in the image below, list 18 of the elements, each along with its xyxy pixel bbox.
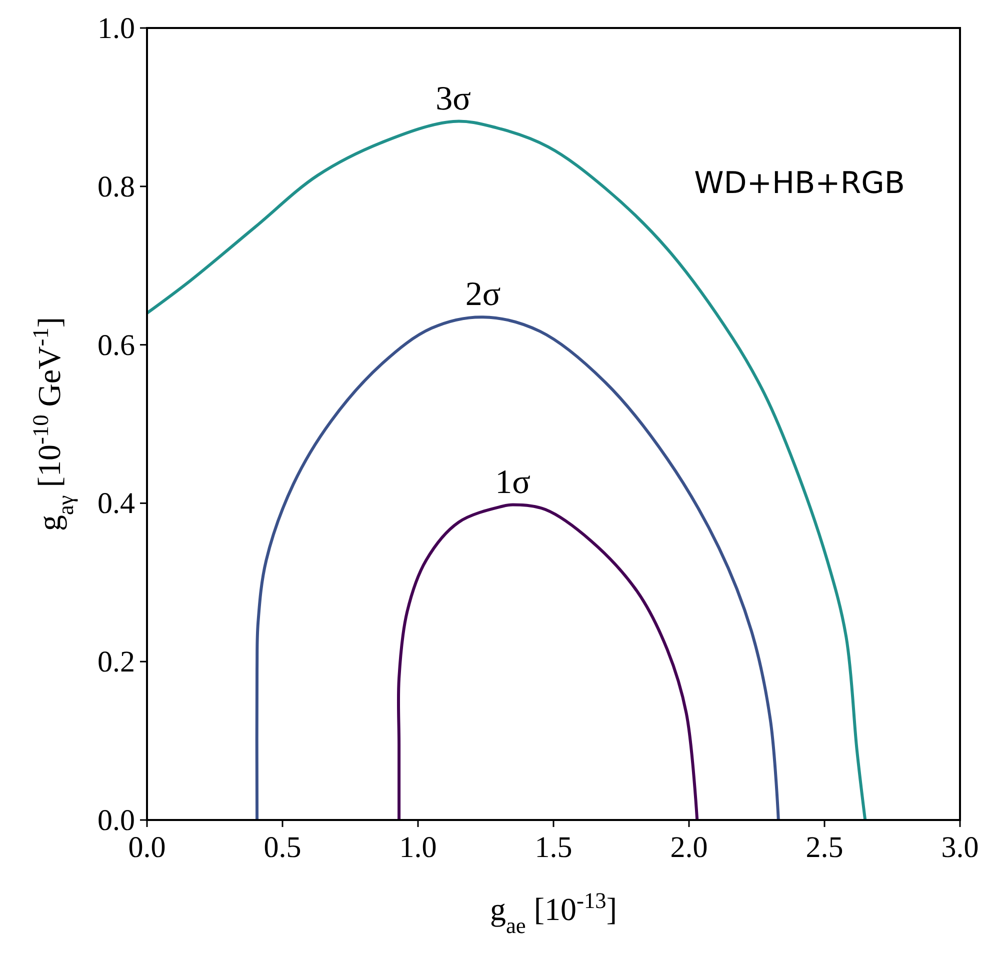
y-tick-label: 1.0 [98,12,135,45]
series-label: 1σ [495,464,531,501]
annotation: WD+HB+RGB [694,166,905,201]
x-tick-label: 3.0 [941,831,979,864]
x-tick-label: 0.5 [264,831,302,864]
line-series [396,503,699,822]
x-axis-title: g$_{ae}$ [10$^{-13}$] [490,888,618,938]
line-series [255,316,780,822]
series-label: 3σ [436,80,471,118]
x-tick-label: 2.0 [670,831,708,864]
y-tick-label: 0.8 [98,170,135,204]
x-tick-label: 2.5 [806,831,844,864]
y-tick-label: 0.2 [98,646,135,679]
series-label: 2σ [465,276,501,314]
x-tick-label: 1.5 [534,831,572,864]
x-tick-label: 1.0 [399,831,437,864]
y-tick-label: 0.4 [98,487,135,520]
y-tick-label: 0.6 [98,328,135,362]
